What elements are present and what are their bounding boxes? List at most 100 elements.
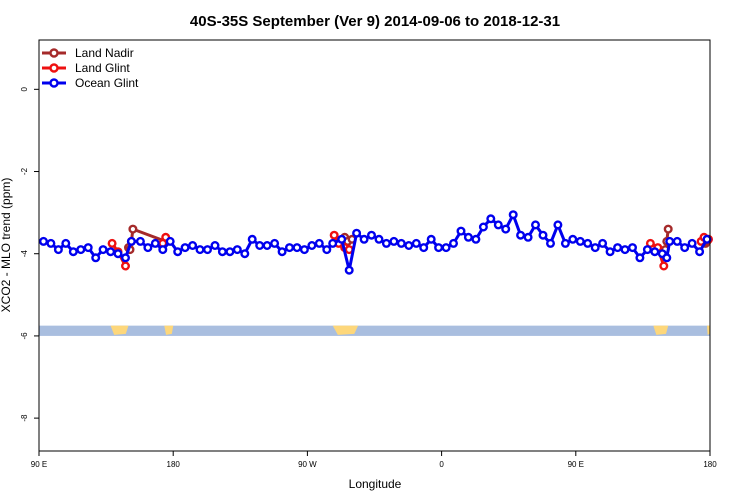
- data-point: [143, 243, 153, 253]
- data-point: [583, 238, 593, 248]
- data-point: [553, 220, 563, 230]
- data-point: [322, 245, 332, 255]
- land-area: [707, 325, 710, 335]
- data-point: [560, 238, 570, 248]
- data-point: [471, 234, 481, 244]
- data-point: [374, 234, 384, 244]
- series-layer: [39, 210, 714, 275]
- x-tick-label: 90 W: [298, 460, 317, 469]
- data-point: [389, 236, 399, 246]
- data-point: [277, 247, 287, 257]
- data-point: [620, 245, 630, 255]
- data-point: [39, 236, 49, 246]
- data-point: [195, 245, 205, 255]
- data-point: [680, 243, 690, 253]
- data-point: [285, 243, 295, 253]
- data-point: [135, 236, 145, 246]
- data-point: [270, 238, 280, 248]
- data-point: [202, 245, 212, 255]
- data-point: [441, 243, 451, 253]
- data-point: [359, 234, 369, 244]
- data-point: [299, 245, 309, 255]
- data-point: [590, 243, 600, 253]
- data-point: [314, 238, 324, 248]
- chart-title: 40S-35S September (Ver 9) 2014-09-06 to …: [190, 13, 560, 30]
- data-point: [46, 238, 56, 248]
- data-point: [508, 210, 518, 220]
- y-tick-label: -6: [20, 332, 29, 340]
- land-area: [653, 325, 669, 335]
- data-point: [687, 238, 697, 248]
- legend-marker: [49, 63, 59, 73]
- data-point: [605, 247, 615, 257]
- legend-label: Ocean Glint: [75, 76, 139, 90]
- x-axis-label: Longitude: [349, 477, 402, 491]
- data-point: [702, 234, 712, 244]
- map-strip: [39, 325, 710, 336]
- data-point: [247, 234, 257, 244]
- data-point: [381, 238, 391, 248]
- data-point: [659, 261, 669, 271]
- data-point: [98, 245, 108, 255]
- data-point: [328, 238, 338, 248]
- data-point: [635, 253, 645, 263]
- legend-label: Land Glint: [75, 61, 130, 75]
- data-point: [613, 243, 623, 253]
- legend-label: Land Nadir: [75, 46, 134, 60]
- data-point: [486, 214, 496, 224]
- data-point: [568, 234, 578, 244]
- data-point: [419, 243, 429, 253]
- data-point: [662, 253, 672, 263]
- data-point: [158, 245, 168, 255]
- data-point: [61, 238, 71, 248]
- y-axis: 0 -2 -4 -6 -8: [20, 87, 39, 422]
- data-point: [516, 230, 526, 240]
- data-point: [180, 243, 190, 253]
- y-tick-label: 0: [20, 87, 29, 92]
- data-point: [262, 240, 272, 250]
- x-tick-label: 0: [439, 460, 444, 469]
- data-point: [663, 224, 673, 234]
- data-point: [367, 230, 377, 240]
- legend-marker: [49, 48, 59, 58]
- x-tick-label: 90 E: [31, 460, 47, 469]
- data-point: [329, 230, 339, 240]
- data-point: [120, 261, 130, 271]
- y-tick-label: -4: [20, 250, 29, 258]
- data-point: [107, 238, 117, 248]
- data-point: [628, 243, 638, 253]
- data-point: [83, 243, 93, 253]
- data-point: [76, 245, 86, 255]
- data-point: [650, 247, 660, 257]
- data-point: [493, 220, 503, 230]
- data-point: [120, 253, 130, 263]
- data-point: [188, 240, 198, 250]
- legend-item-land-nadir: Land Nadir: [42, 46, 134, 60]
- x-tick-label: 90 E: [568, 460, 584, 469]
- data-point: [672, 236, 682, 246]
- data-point: [113, 249, 123, 259]
- data-point: [411, 238, 421, 248]
- data-point: [217, 247, 227, 257]
- data-point: [307, 240, 317, 250]
- data-point: [642, 245, 652, 255]
- data-point: [426, 234, 436, 244]
- data-point: [695, 247, 705, 257]
- data-point: [396, 238, 406, 248]
- plot-frame: [38, 39, 711, 452]
- data-point: [523, 232, 533, 242]
- data-point: [538, 230, 548, 240]
- data-point: [531, 220, 541, 230]
- data-point: [232, 245, 242, 255]
- data-point: [434, 243, 444, 253]
- data-point: [337, 234, 347, 244]
- data-point: [546, 238, 556, 248]
- land-area: [164, 325, 174, 335]
- land-area: [332, 325, 359, 335]
- data-point: [665, 236, 675, 246]
- data-point: [344, 265, 354, 275]
- x-tick-label: 180: [703, 460, 717, 469]
- series-ocean-glint: [39, 210, 712, 275]
- y-tick-label: -8: [20, 414, 29, 422]
